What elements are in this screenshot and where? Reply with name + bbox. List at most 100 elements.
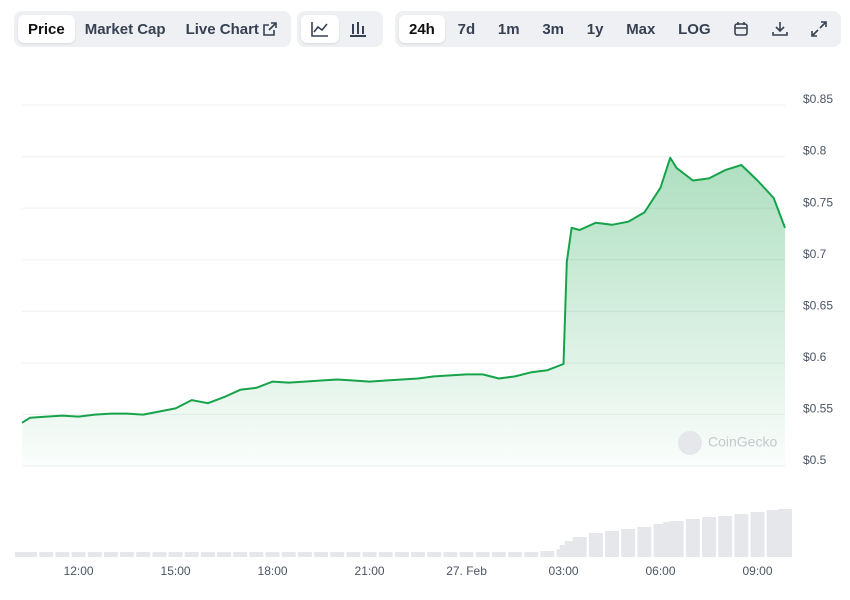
- tab-label: Live Chart: [185, 20, 259, 38]
- x-tick-label: 03:00: [549, 564, 579, 578]
- range-group: 24h 7d 1m 3m 1y Max LOG: [395, 11, 841, 47]
- volume-bar: [249, 552, 264, 557]
- volume-bar: [217, 552, 232, 557]
- volume-bar: [588, 533, 603, 557]
- x-tick-label: 09:00: [743, 564, 773, 578]
- range-button[interactable]: 7d: [457, 20, 476, 38]
- range-button[interactable]: 1m: [497, 20, 520, 38]
- volume-bar: [297, 552, 312, 557]
- y-tick-label: $0.85: [803, 92, 833, 106]
- volume-bar: [314, 552, 329, 557]
- candle-icon: [350, 22, 366, 37]
- x-tick-label: 18:00: [258, 564, 288, 578]
- log-button[interactable]: LOG: [678, 20, 711, 38]
- x-tick-label: 15:00: [161, 564, 191, 578]
- volume-bar: [39, 552, 54, 557]
- volume-bar: [346, 552, 361, 557]
- volume-bar: [394, 552, 409, 557]
- calendar-button[interactable]: [723, 15, 759, 43]
- y-tick-label: $0.5: [803, 453, 827, 467]
- x-tick-label: 06:00: [646, 564, 676, 578]
- watermark: CoinGecko: [678, 431, 777, 455]
- watermark-text: CoinGecko: [708, 434, 777, 450]
- volume-bar: [778, 509, 792, 557]
- volume-bar: [702, 517, 717, 557]
- volume-bar: [556, 549, 571, 557]
- tab[interactable]: Market Cap: [84, 20, 166, 38]
- volume-bar: [459, 552, 474, 557]
- volume-bar: [378, 552, 393, 557]
- volume-bar: [663, 522, 678, 557]
- price-line: [21, 156, 786, 424]
- volume-bar: [540, 551, 555, 557]
- volume-bar: [55, 552, 70, 557]
- volume-bar: [362, 552, 377, 557]
- volume-bar: [564, 541, 579, 557]
- x-tick-label: 21:00: [355, 564, 385, 578]
- range-button[interactable]: 3m: [542, 20, 564, 38]
- volume-bar: [265, 552, 280, 557]
- volume-bar: [87, 552, 102, 557]
- x-tick-label: 27. Feb: [446, 564, 487, 578]
- volume-bar: [233, 552, 248, 557]
- volume-bar: [103, 552, 118, 557]
- volume-bar: [621, 529, 636, 557]
- price-area: [22, 157, 785, 467]
- x-tick-label: 12:00: [64, 564, 94, 578]
- range-button[interactable]: 1y: [586, 20, 604, 38]
- download-icon: [772, 22, 788, 36]
- candle-chart-button[interactable]: [339, 15, 377, 43]
- volume-bar: [427, 552, 442, 557]
- chart-type-group: [297, 11, 383, 47]
- watermark-logo: [678, 431, 702, 455]
- volume-bar: [23, 552, 38, 557]
- tab[interactable]: Live Chart: [176, 15, 287, 43]
- y-tick-label: $0.8: [803, 144, 827, 158]
- volume-bar: [508, 552, 523, 557]
- volume-bar: [718, 516, 733, 557]
- volume-bar: [136, 552, 151, 557]
- y-tick-label: $0.7: [803, 247, 827, 261]
- volume-bar: [766, 510, 781, 557]
- volume-bar: [443, 552, 458, 557]
- range-button[interactable]: 24h: [399, 15, 445, 43]
- volume-bar: [330, 552, 345, 557]
- volume-bar: [491, 552, 506, 557]
- expand-icon: [811, 21, 827, 37]
- calendar-icon: [734, 22, 749, 36]
- volume-bar: [200, 552, 215, 557]
- volume-bar: [120, 552, 135, 557]
- volume-bar: [559, 545, 574, 557]
- volume-bar: [411, 552, 426, 557]
- volume-bar: [605, 531, 620, 557]
- download-button[interactable]: [762, 15, 798, 43]
- volume-bar: [71, 552, 86, 557]
- volume-bar: [524, 552, 539, 557]
- volume-bar: [653, 524, 668, 557]
- y-tick-label: $0.55: [803, 402, 833, 416]
- tab[interactable]: Price: [18, 15, 75, 43]
- expand-button[interactable]: [801, 15, 837, 43]
- volume-bar: [475, 552, 490, 557]
- external-icon: [263, 22, 277, 36]
- y-tick-label: $0.75: [803, 195, 833, 209]
- volume-bar: [15, 552, 29, 557]
- range-button[interactable]: Max: [626, 20, 656, 38]
- y-tick-label: $0.65: [803, 298, 833, 312]
- volume-bar: [637, 527, 652, 557]
- volume-bar: [572, 537, 587, 557]
- y-tick-label: $0.6: [803, 350, 827, 364]
- volume-bar: [168, 552, 183, 557]
- line-chart-button[interactable]: [301, 15, 339, 43]
- volume-bar: [184, 552, 199, 557]
- volume-bar: [685, 519, 700, 557]
- volume-bar: [734, 514, 749, 557]
- tab-group: Price Market Cap Live Chart: [14, 11, 291, 47]
- volume-bar: [281, 552, 296, 557]
- volume-bar: [669, 521, 684, 557]
- volume-bar: [152, 552, 167, 557]
- line-icon: [311, 22, 328, 37]
- volume-bar: [750, 512, 765, 557]
